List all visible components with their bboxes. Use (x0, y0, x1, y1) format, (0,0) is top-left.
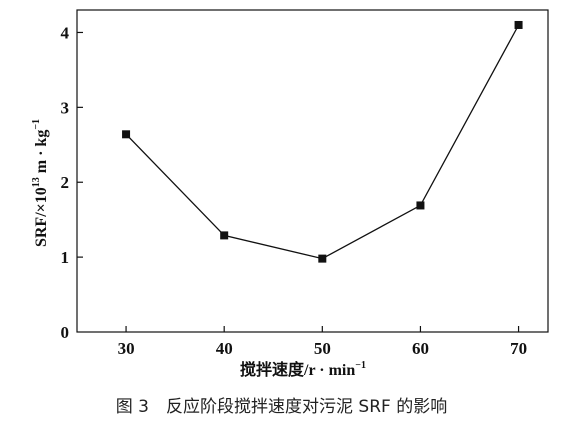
y-tick-label: 0 (61, 323, 70, 342)
data-point-marker (220, 231, 229, 240)
x-tick-label: 50 (314, 339, 331, 358)
y-tick-label: 1 (61, 248, 70, 267)
y-axis-label-unit: m · kg (33, 130, 50, 178)
x-tick-label: 40 (216, 339, 233, 358)
series-line (125, 24, 520, 260)
y-tick-label: 4 (61, 23, 70, 42)
x-axis-label-prefix: 搅拌速度/r · min (240, 360, 355, 379)
y-tick-label: 2 (61, 173, 70, 192)
y-axis-label-prefix: SRF/×10 (33, 187, 50, 247)
data-point-marker (416, 201, 425, 210)
axis-ticks: 0 1 2 3 4 30 40 50 60 70 (61, 23, 528, 358)
figure-caption: 图 3 反应阶段搅拌速度对污泥 SRF 的影响 (115, 397, 448, 417)
x-tick-label: 60 (412, 339, 429, 358)
data-point-marker (122, 130, 131, 139)
y-tick-label: 3 (61, 98, 70, 117)
y-axis-label-unit-exponent: −1 (31, 119, 42, 130)
y-axis-label: SRF/×1013 m · kg−1 (31, 119, 50, 247)
series-layer (122, 20, 523, 263)
x-tick-label: 30 (118, 339, 135, 358)
data-point-marker (514, 20, 523, 29)
plot-border (76, 9, 549, 333)
y-axis-label-exponent: 13 (31, 177, 42, 187)
x-axis-label: 搅拌速度/r · min−1 (240, 360, 366, 379)
data-point-marker (318, 254, 327, 263)
x-tick-label: 70 (510, 339, 527, 358)
x-axis-label-exponent: −1 (355, 360, 366, 371)
plot-frame (76, 9, 549, 333)
